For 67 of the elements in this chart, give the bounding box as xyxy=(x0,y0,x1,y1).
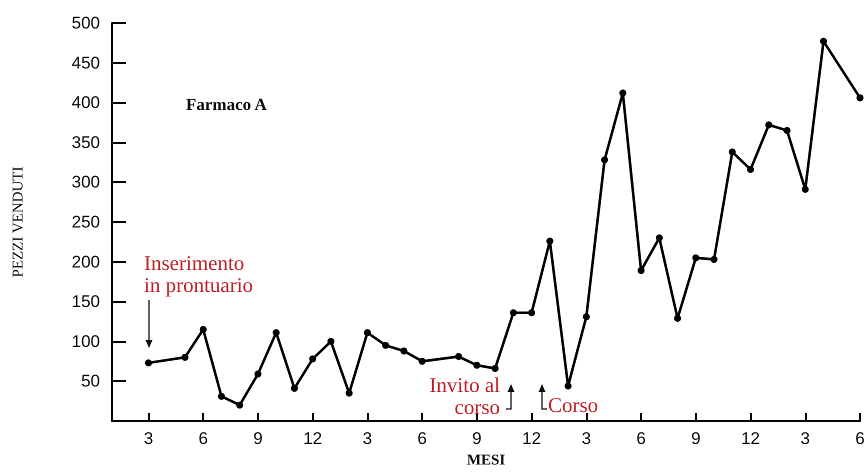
point xyxy=(382,342,390,349)
point xyxy=(856,94,864,102)
point xyxy=(728,148,736,156)
y-tick-label: 150 xyxy=(72,292,100,312)
point xyxy=(272,329,280,336)
point xyxy=(582,313,590,320)
point xyxy=(747,166,754,173)
y-tick-label: 250 xyxy=(72,212,100,232)
x-tick-label: 6 xyxy=(417,429,427,448)
x-tick-label: 3 xyxy=(800,429,810,448)
x-tick-label: 12 xyxy=(303,429,322,448)
annotation: Invito al corso xyxy=(429,373,500,419)
point xyxy=(473,362,480,369)
x-tick-label: 3 xyxy=(144,429,154,448)
x-tick-label: 3 xyxy=(582,429,592,448)
point xyxy=(692,254,700,262)
point xyxy=(364,329,371,336)
point xyxy=(144,359,152,366)
point xyxy=(802,186,809,193)
y-tick-label: 400 xyxy=(72,93,100,112)
annotation: Farmaco A xyxy=(186,95,268,114)
x-tick-label: 6 xyxy=(636,429,646,448)
point xyxy=(710,256,718,263)
point xyxy=(638,267,645,274)
point xyxy=(309,355,316,362)
annotation: Inserimento in prontuario xyxy=(144,251,254,297)
y-tick-label: 50 xyxy=(81,372,100,391)
x-axis-title: MESI xyxy=(466,452,506,468)
point xyxy=(290,384,298,392)
y-tick-label: 450 xyxy=(72,53,100,72)
point xyxy=(236,402,244,409)
point xyxy=(528,309,536,316)
x-tick-label: 9 xyxy=(691,429,701,448)
y-tick-label: 200 xyxy=(72,252,100,272)
y-tick-label: 500 xyxy=(72,14,100,32)
x-tick-label: 3 xyxy=(362,429,372,448)
point xyxy=(601,156,608,164)
point xyxy=(346,390,353,397)
point xyxy=(674,314,682,322)
y-tick-label: 300 xyxy=(72,172,100,192)
point xyxy=(546,238,554,245)
point xyxy=(418,358,426,365)
point xyxy=(619,90,626,97)
point xyxy=(327,338,334,345)
x-tick-label: 9 xyxy=(253,429,263,448)
x-tick-label: 12 xyxy=(522,429,542,448)
x-tick-label: 12 xyxy=(741,429,760,448)
point xyxy=(510,309,517,316)
point xyxy=(492,364,499,372)
x-tick-label: 6 xyxy=(198,429,208,448)
point xyxy=(784,126,791,134)
y-tick-label: 350 xyxy=(72,132,100,152)
point xyxy=(218,392,225,400)
y-tick-label: 100 xyxy=(72,332,100,351)
point xyxy=(254,370,262,378)
point xyxy=(564,382,572,390)
point xyxy=(181,354,188,361)
y-axis-title: PEZZI VENDUTI xyxy=(10,166,26,278)
x-tick-label: 9 xyxy=(472,429,482,448)
point xyxy=(200,326,207,333)
point xyxy=(400,347,408,354)
point xyxy=(765,121,772,128)
annotation: Corso xyxy=(548,393,598,417)
x-tick-label: 6 xyxy=(855,429,865,448)
point xyxy=(820,38,828,45)
point xyxy=(455,353,462,360)
point xyxy=(656,234,663,242)
